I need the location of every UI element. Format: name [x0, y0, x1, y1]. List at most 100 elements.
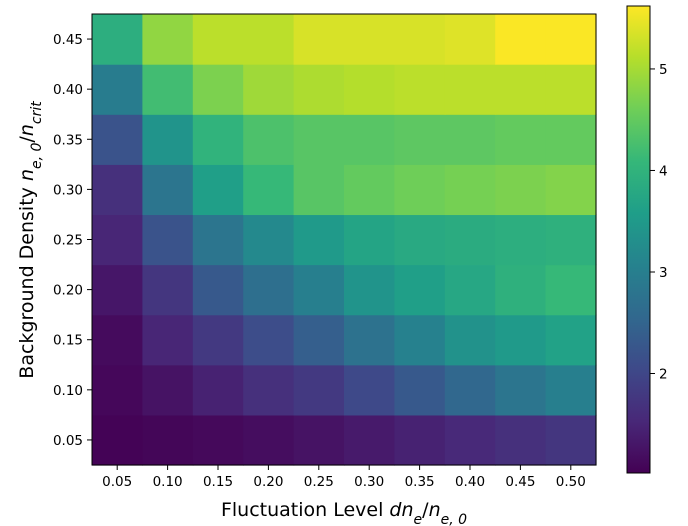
heatmap-cell	[142, 114, 194, 165]
heatmap-cell	[243, 114, 295, 165]
heatmap-cell	[142, 414, 194, 466]
heatmap-cell	[293, 414, 345, 466]
heatmap-cell	[444, 114, 496, 165]
heatmap-cell	[444, 214, 496, 266]
heatmap-cell	[293, 64, 345, 115]
heatmap-cell	[444, 264, 496, 316]
heatmap-cell	[142, 364, 194, 416]
heatmap-cell	[344, 64, 395, 115]
heatmap-cell	[92, 414, 143, 466]
heatmap-cell	[444, 164, 496, 216]
x-tick-label: 0.10	[153, 474, 183, 490]
y-axis: 0.05 0.10 0.15 0.20 0.25 0.30 0.35 0.40 0.45	[53, 32, 92, 449]
heatmap-cell	[495, 14, 547, 65]
heatmap-cell	[293, 214, 345, 266]
heatmap-cell	[444, 364, 496, 416]
heatmap-cell	[394, 364, 446, 416]
heatmap-cell	[192, 14, 244, 65]
heatmap-cell	[92, 14, 143, 65]
heatmap-cell	[545, 164, 597, 216]
y-tick-label: 0.25	[53, 233, 83, 249]
heatmap-cell	[394, 64, 446, 115]
heatmap-cell	[293, 264, 345, 316]
y-tick-label: 0.30	[53, 182, 83, 198]
heatmap-cell	[394, 214, 446, 266]
heatmap-cell	[344, 414, 395, 466]
heatmap-cell	[243, 164, 295, 216]
heatmap-cell	[344, 164, 395, 216]
heatmap-cell	[243, 214, 295, 266]
heatmap-cell	[545, 314, 597, 366]
heatmap-cell	[192, 264, 244, 316]
heatmap-cell	[344, 14, 395, 65]
y-tick-label: 0.35	[53, 132, 83, 148]
x-axis-label: Fluctuation Level dne/ne, 0	[221, 499, 467, 526]
colorbar-ticks: 2 3 4 5	[650, 62, 668, 383]
heatmap-cell	[293, 164, 345, 216]
heatmap-cell	[394, 264, 446, 316]
heatmap-cell	[444, 14, 496, 65]
heatmap-cell	[142, 164, 194, 216]
y-tick-label: 0.15	[53, 333, 83, 349]
x-tick-label: 0.35	[405, 474, 435, 490]
x-tick-label: 0.40	[455, 474, 485, 490]
y-tick-label: 0.20	[53, 283, 83, 299]
heatmap-cell	[293, 114, 345, 165]
heatmap-cell	[545, 114, 597, 165]
colorbar-tick-label: 2	[659, 367, 668, 383]
heatmap-cell	[394, 114, 446, 165]
y-axis-label: Background Density ne, 0/ncrit	[16, 101, 45, 379]
heatmap-cell	[495, 314, 547, 366]
heatmap-cell	[344, 364, 395, 416]
heatmap-cell	[545, 414, 597, 466]
heatmap-cell	[92, 314, 143, 366]
heatmap-cell	[293, 364, 345, 416]
heatmap-cell	[545, 64, 597, 115]
heatmap-cell	[394, 164, 446, 216]
heatmap-cell	[243, 414, 295, 466]
heatmap-cell	[243, 64, 295, 115]
heatmap-cell	[545, 214, 597, 266]
heatmap-cell	[495, 364, 547, 416]
colorbar	[626, 5, 651, 474]
y-tick-label: 0.05	[53, 433, 83, 449]
heatmap-cell	[394, 14, 446, 65]
heatmap-cell	[495, 64, 547, 115]
heatmap-cell	[92, 364, 143, 416]
heatmap-cell	[495, 114, 547, 165]
heatmap-cell	[293, 314, 345, 366]
heatmap-cell	[142, 214, 194, 266]
heatmap-cell	[92, 164, 143, 216]
y-tick-label: 0.10	[53, 383, 83, 399]
heatmap-cell	[192, 314, 244, 366]
colorbar-tick-label: 3	[659, 265, 668, 281]
x-tick-label: 0.15	[203, 474, 233, 490]
heatmap-cell	[495, 414, 547, 466]
heatmap-cell	[192, 164, 244, 216]
heatmap-cell	[344, 314, 395, 366]
heatmap-cell	[142, 314, 194, 366]
heatmap-cells	[92, 14, 597, 466]
heatmap-cell	[243, 364, 295, 416]
x-tick-label: 0.20	[253, 474, 283, 490]
heatmap-cell	[394, 314, 446, 366]
heatmap-cell	[495, 214, 547, 266]
heatmap-cell	[495, 264, 547, 316]
x-tick-label: 0.45	[505, 474, 535, 490]
heatmap-cell	[142, 264, 194, 316]
colorbar-tick-label: 5	[659, 62, 668, 78]
heatmap-cell	[192, 414, 244, 466]
heatmap-cell	[495, 164, 547, 216]
heatmap-cell	[192, 114, 244, 165]
heatmap-cell	[142, 14, 194, 65]
heatmap-cell	[243, 264, 295, 316]
colorbar-tick-label: 4	[659, 163, 668, 179]
heatmap-cell	[243, 314, 295, 366]
heatmap-cell	[192, 214, 244, 266]
heatmap-cell	[444, 314, 496, 366]
heatmap-cell	[142, 64, 194, 115]
heatmap-cell	[243, 14, 295, 65]
y-tick-label: 0.40	[53, 82, 83, 98]
heatmap-cell	[394, 414, 446, 466]
